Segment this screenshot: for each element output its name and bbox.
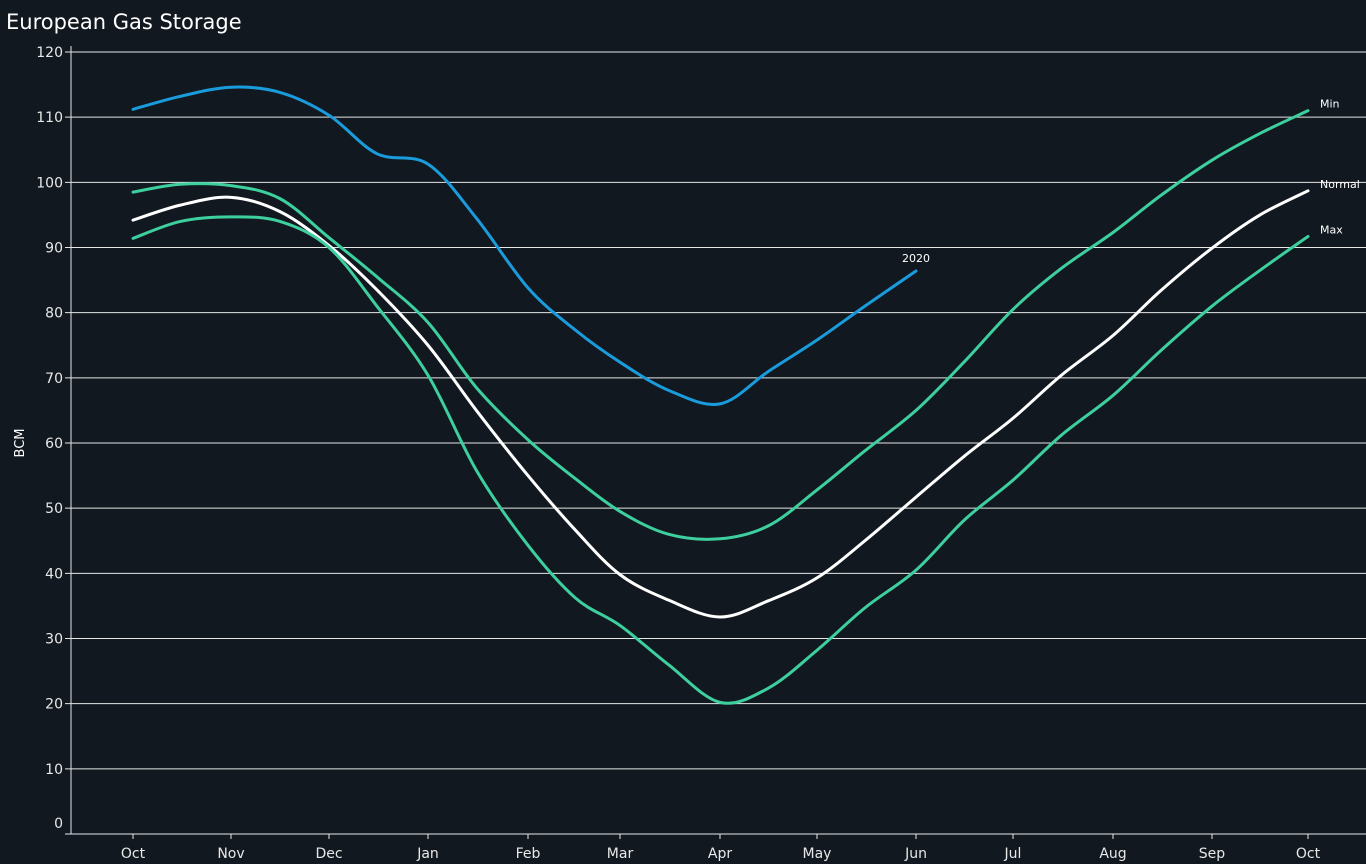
y-tick-label: 70	[45, 371, 63, 387]
y-tick-label: 80	[45, 306, 63, 322]
x-tick-label: Mar	[607, 846, 634, 862]
series-label-max: Max	[1320, 223, 1343, 236]
x-tick-label: Dec	[315, 846, 342, 862]
series-label-min: Min	[1320, 98, 1340, 111]
series-label-normal: Normal	[1320, 178, 1360, 191]
series-line-2020	[131, 85, 918, 406]
y-tick-label: 40	[45, 566, 63, 582]
y-tick-label: 0	[54, 816, 63, 832]
y-tick-label: 30	[45, 632, 63, 648]
x-tick-label: Aug	[1099, 846, 1126, 862]
y-tick-label: 50	[45, 501, 63, 517]
y-tick-label: 10	[45, 762, 63, 778]
x-tick-label: Oct	[1296, 846, 1321, 862]
series-line-max	[131, 215, 1310, 705]
x-tick-label: Jan	[416, 846, 439, 862]
chart-title: European Gas Storage	[6, 10, 242, 34]
y-tick-label: 20	[45, 697, 63, 713]
y-tick-label: 60	[45, 436, 63, 452]
y-tick-label: 110	[36, 110, 63, 126]
x-tick-label: Sep	[1199, 846, 1226, 862]
y-axis-label: BCM	[13, 429, 28, 458]
x-tick-label: Apr	[708, 846, 732, 862]
x-tick-label: Jun	[904, 846, 927, 862]
x-tick-label: Oct	[121, 846, 146, 862]
x-tick-label: May	[803, 846, 832, 862]
series-line-min	[131, 109, 1310, 541]
y-tick-label: 120	[36, 45, 63, 61]
series-line-normal	[131, 189, 1310, 619]
series-label-2020: 2020	[902, 252, 930, 265]
y-tick-label: 100	[36, 175, 63, 191]
x-tick-label: Nov	[217, 846, 244, 862]
x-tick-label: Jul	[1004, 846, 1022, 862]
y-tick-label: 90	[45, 241, 63, 257]
x-tick-label: Feb	[516, 846, 541, 862]
